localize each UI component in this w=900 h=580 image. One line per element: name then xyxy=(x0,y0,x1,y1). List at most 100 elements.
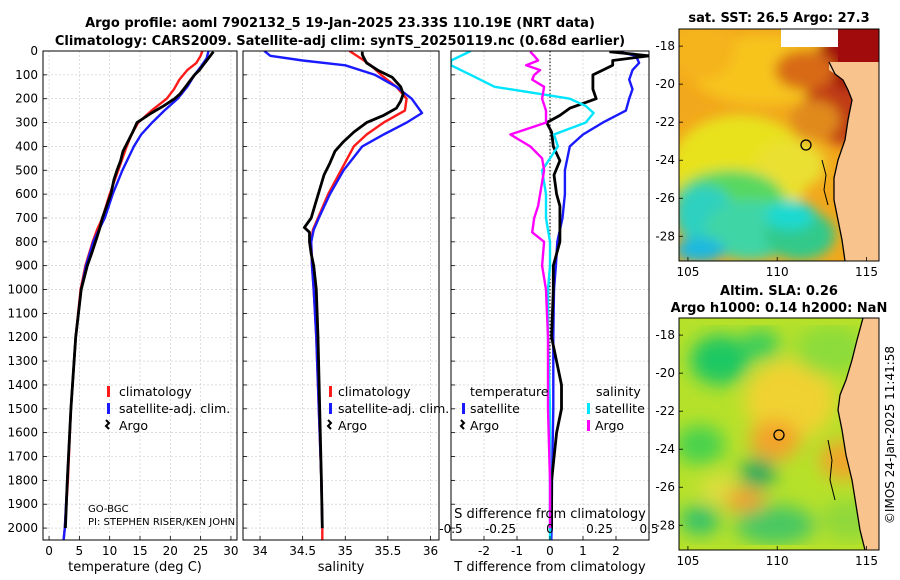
legend-swatch-t-sat xyxy=(462,403,465,414)
legend-label: climatology xyxy=(338,384,411,399)
y-tick-label: 400 xyxy=(15,139,38,153)
map-y-tick-label: -24 xyxy=(655,442,675,456)
legend-swatch-sat xyxy=(107,403,110,414)
pi-note: PI: STEPHEN RISER/KEN JOHN xyxy=(88,517,235,528)
y-tick-label: 1200 xyxy=(7,330,38,344)
legend-label: climatology xyxy=(119,384,192,399)
legend-swatch-clim xyxy=(107,386,110,397)
y-tick-label: 700 xyxy=(15,211,38,225)
legend-label: satellite xyxy=(595,401,645,416)
x-tick-label: 30 xyxy=(223,544,238,558)
sla-map xyxy=(678,317,880,551)
x-tick-label: 5 xyxy=(76,544,84,558)
legend-label: satellite-adj. clim. xyxy=(338,401,449,416)
legend-label: Argo xyxy=(338,418,367,433)
legend-swatch-sat xyxy=(329,403,332,414)
y-tick-label: 1600 xyxy=(7,426,38,440)
y-tick-label: 1900 xyxy=(7,497,38,511)
temperature-legend: climatology satellite-adj. clim. Argo xyxy=(104,384,230,433)
y-tick-label: 300 xyxy=(15,116,38,130)
sst-map-title: sat. SST: 26.5 Argo: 27.3 xyxy=(688,11,869,26)
map-y-tick-label: -26 xyxy=(655,480,675,494)
difference-legend: temperature salinity satellite Argo sate… xyxy=(459,384,645,433)
series-line-s-satellite xyxy=(451,51,595,540)
series-line-satellite-adj-clim- xyxy=(263,51,424,529)
x-tick-label: 15 xyxy=(132,544,147,558)
x-tick-label: -1 xyxy=(511,544,523,558)
legend-swatch-t-argo xyxy=(459,419,466,430)
y-tick-label: 200 xyxy=(15,92,38,106)
map-x-tick-label: 115 xyxy=(855,265,878,279)
x-tick-label: 1 xyxy=(579,544,587,558)
map-y-tick-label: -22 xyxy=(655,404,675,418)
series-line-t-argo xyxy=(545,51,649,529)
legend-label: satellite-adj. clim. xyxy=(119,401,230,416)
sla-map-subtitle: Argo h1000: 0.14 h2000: NaN xyxy=(671,301,888,316)
x-tick-label: 34.5 xyxy=(289,544,316,558)
legend-label: satellite xyxy=(470,401,520,416)
x2-tick-label: -0.5 xyxy=(439,522,462,536)
x-tick-label: -2 xyxy=(478,544,490,558)
x-tick-label: 0 xyxy=(546,544,554,558)
x2-tick-label: 0.25 xyxy=(586,522,613,536)
legend-swatch-s-sat xyxy=(587,403,590,414)
main-title-line2: Climatology: CARS2009. Satellite-adj cli… xyxy=(55,34,625,49)
y-tick-label: 900 xyxy=(15,259,38,273)
salinity-panel: 34 34.5 35 35.5 36 xyxy=(242,50,440,558)
y-tick-label: 1500 xyxy=(7,402,38,416)
x-tick-label: 20 xyxy=(163,544,178,558)
y-tick-label: 0 xyxy=(30,44,38,58)
map-y-tick-label: -28 xyxy=(655,229,675,243)
y-tick-label: 1800 xyxy=(7,473,38,487)
series-line-s-argo xyxy=(509,51,552,529)
x-tick-label: 25 xyxy=(193,544,208,558)
x2-tick-label: 0.5 xyxy=(639,522,658,536)
project-note: GO-BGC xyxy=(88,504,129,515)
legend-label: Argo xyxy=(470,418,499,433)
sst-map-ticks: 105 110 115 -18 -20 -22 -24 -26 -28 xyxy=(655,39,878,279)
map-y-tick-label: -22 xyxy=(655,115,675,129)
y-tick-label: 1300 xyxy=(7,354,38,368)
plot-frame xyxy=(242,50,440,541)
legend-swatch-clim xyxy=(329,386,332,397)
map-y-tick-label: -20 xyxy=(655,77,675,91)
sla-map-ticks: 105 110 115 -18 -20 -22 -24 -26 -28 xyxy=(655,328,878,568)
x-tick-label: 0 xyxy=(45,544,53,558)
x-tick-label: 35.5 xyxy=(375,544,402,558)
map-y-tick-label: -26 xyxy=(655,191,675,205)
sla-map-title: Altim. SLA: 0.26 xyxy=(720,284,838,299)
salinity-legend: climatology satellite-adj. clim. Argo xyxy=(326,384,449,433)
temperature-panel: 0100200300400500600700800900100011001200… xyxy=(7,44,238,558)
legend-swatch-argo xyxy=(326,419,333,430)
map-y-tick-label: -20 xyxy=(655,366,675,380)
temperature-xlabel: temperature (deg C) xyxy=(68,560,202,575)
legend-label: Argo xyxy=(119,418,148,433)
series-line-t-satellite xyxy=(550,51,641,540)
main-title-line1: Argo profile: aoml 7902132_5 19-Jan-2025… xyxy=(85,16,595,31)
salinity-xlabel: salinity xyxy=(318,560,365,575)
y-tick-label: 1700 xyxy=(7,450,38,464)
legend-title-salinity: salinity xyxy=(596,384,641,399)
legend-swatch-argo xyxy=(104,419,111,430)
x-tick-label: 10 xyxy=(102,544,117,558)
map-y-tick-label: -24 xyxy=(655,153,675,167)
map-x-tick-label: 110 xyxy=(766,554,789,568)
map-y-tick-label: -18 xyxy=(655,328,675,342)
y-tick-label: 800 xyxy=(15,235,38,249)
x2-tick-label: -0.25 xyxy=(485,522,516,536)
legend-label: Argo xyxy=(595,418,624,433)
map-y-tick-label: -28 xyxy=(655,518,675,532)
x-tick-label: 35 xyxy=(338,544,353,558)
difference-panel: -2 -1 0 1 2 -0.5 -0.25 0 0.25 0.5 xyxy=(439,50,659,558)
y-tick-label: 1400 xyxy=(7,378,38,392)
sst-map xyxy=(678,28,880,262)
y-tick-label: 500 xyxy=(15,163,38,177)
x-tick-label: 2 xyxy=(612,544,620,558)
imos-timestamp: ©IMOS 24-Jan-2025 11:41:58 xyxy=(883,346,897,524)
map-y-tick-label: -18 xyxy=(655,39,675,53)
tdiff-xlabel: T difference from climatology xyxy=(453,560,646,575)
y-tick-label: 600 xyxy=(15,187,38,201)
y-tick-label: 1100 xyxy=(7,306,38,320)
legend-title-temperature: temperature xyxy=(470,384,549,399)
